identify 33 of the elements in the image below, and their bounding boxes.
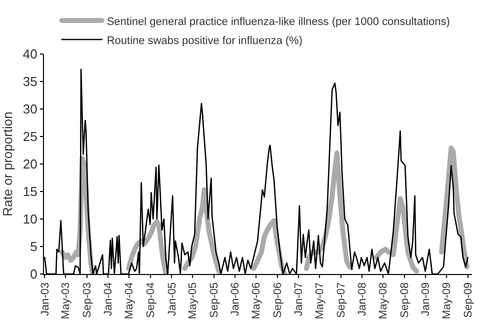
x-tick-label: Sep-06 <box>272 282 284 318</box>
y-tick-label: 30 <box>22 102 38 117</box>
x-tick-label: Sep-08 <box>398 282 411 318</box>
x-tick-label: May-09 <box>441 282 454 320</box>
y-axis-title: Rate or proportion <box>0 112 15 216</box>
x-tick-label: May-04 <box>124 282 136 320</box>
y-tick-label: 35 <box>22 74 38 90</box>
x-tick-label: Sep-04 <box>145 282 158 318</box>
legend-label: Sentinel general practice influenza-like illness (per 1000 consultations) <box>106 16 450 28</box>
y-tick-label: 40 <box>22 46 38 62</box>
x-tick-label: May-05 <box>187 282 200 320</box>
x-tick-label: Jan-08 <box>356 282 369 316</box>
x-tick-label: May-03 <box>60 282 72 320</box>
legend-label: Routine swabs positive for influenza (%) <box>106 34 302 47</box>
x-tick-label: Sep-07 <box>335 282 348 318</box>
x-tick-label: Sep-03 <box>81 282 94 318</box>
x-tick-label: Jan-06 <box>230 282 242 316</box>
y-tick-label: 10 <box>22 212 38 227</box>
x-tick-label: May-06 <box>250 282 263 320</box>
x-tick-label: Jan-05 <box>166 282 178 316</box>
x-tick-label: Sep-05 <box>208 282 221 318</box>
y-tick-label: 15 <box>22 184 38 200</box>
y-tick-label: 20 <box>22 156 38 172</box>
x-tick-label: Jan-04 <box>102 282 115 316</box>
x-tick-label: May-08 <box>378 282 390 320</box>
y-tick-label: 0 <box>30 266 38 282</box>
x-tick-label: Jan-07 <box>293 282 306 316</box>
y-tick-label: 5 <box>30 239 38 254</box>
x-tick-label: Jan-03 <box>39 282 52 316</box>
x-tick-label: May-07 <box>314 282 326 320</box>
y-tick-label: 25 <box>22 129 38 144</box>
x-tick-label: Jan-09 <box>420 282 432 316</box>
x-tick-label: Sep-09 <box>462 282 474 318</box>
